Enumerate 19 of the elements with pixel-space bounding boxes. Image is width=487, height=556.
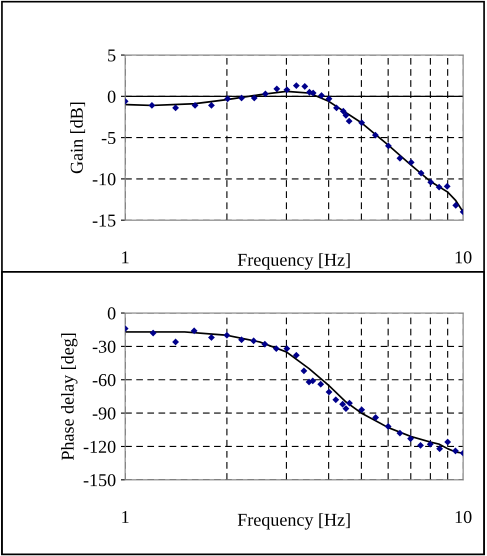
y-tick-label: -120 (84, 440, 116, 453)
y-tick-label: 0 (108, 90, 116, 103)
x-axis-title: Frequency [Hz] (238, 513, 350, 530)
x-tick-label: 10 (456, 251, 472, 264)
x-tick-label: 1 (122, 510, 129, 523)
y-tick-label: -150 (84, 474, 116, 486)
y-axis-title: Phase delay [deg] (61, 334, 78, 460)
y-axis-title: Gain [dB] (70, 102, 86, 174)
y-tick-label: 0 (108, 307, 116, 320)
y-tick-label: -30 (92, 340, 116, 353)
y-tick-label: -60 (92, 374, 116, 386)
x-tick-label: 1 (122, 251, 129, 264)
x-tick-label: 10 (456, 510, 472, 524)
y-tick-label: 5 (108, 49, 116, 62)
y-tick-label: -5 (102, 132, 116, 144)
y-tick-label: -10 (92, 173, 116, 186)
y-tick-label: -90 (92, 407, 116, 420)
y-tick-label: -15 (92, 214, 116, 227)
x-axis-title: Frequency [Hz] (238, 253, 350, 270)
